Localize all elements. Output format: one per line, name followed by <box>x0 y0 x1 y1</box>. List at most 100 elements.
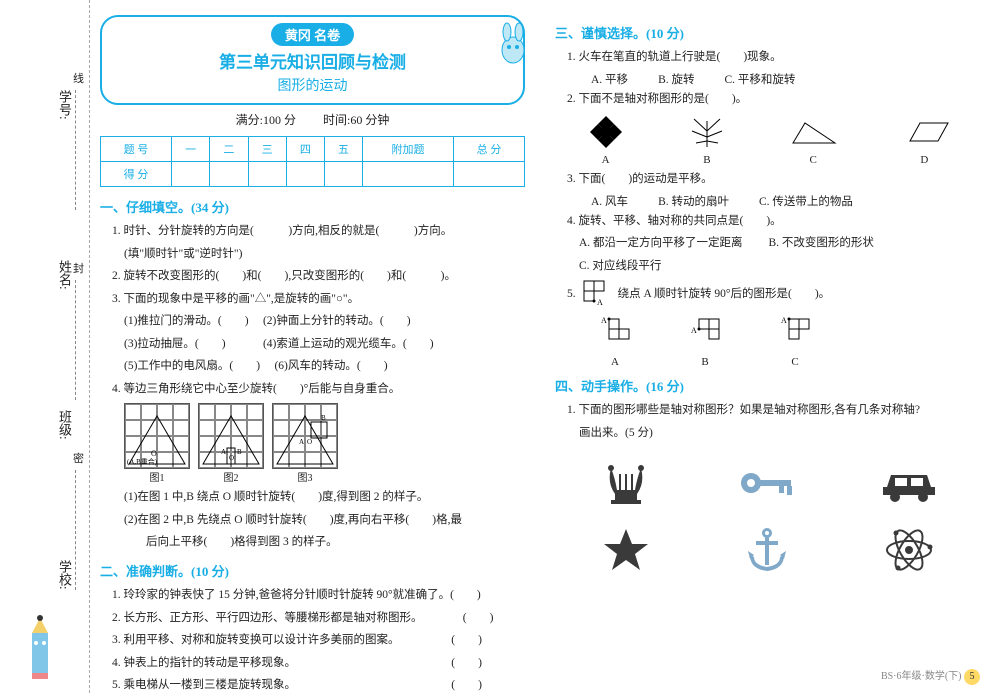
label-xuexiao: 学校: <box>55 560 74 590</box>
right-column: 三、谨慎选择。(10 分) 1. 火车在笔直的轨道上行驶是( )现象。 A. 平… <box>555 15 980 675</box>
s2-i1: 1. 玲玲家的钟表快了 15 分钟,爸爸将分针顺时针旋转 90°就准确了。( ) <box>112 586 525 606</box>
s3-q2-figs: A B C D <box>555 113 980 166</box>
title-card: 黄冈 名卷 第三单元知识回顾与检测 图形的运动 <box>100 15 525 105</box>
fig3-grid: AOB <box>272 403 338 469</box>
label-banji: 班级: <box>55 410 74 440</box>
th-2: 二 <box>210 137 248 162</box>
cut-xian: 线 <box>73 70 84 86</box>
th-4: 四 <box>286 137 324 162</box>
s3q3-c: C. 传送带上的物品 <box>759 193 853 209</box>
s3q4-c: C. 对应线段平行 <box>579 260 661 272</box>
left-column: 黄冈 名卷 第三单元知识回顾与检测 图形的运动 满分:100 分 时间:60 分… <box>100 15 525 675</box>
s3-q1: 1. 火车在笔直的轨道上行驶是( )现象。 <box>567 48 980 68</box>
section-3-heading: 三、谨慎选择。(10 分) <box>555 23 980 42</box>
lyre-icon <box>601 458 651 508</box>
s3q1-b: B. 旋转 <box>658 71 694 87</box>
s3q4-a: A. 都沿一定方向平移了一定距离 <box>579 237 743 249</box>
fig1-label: 图1 <box>124 469 190 484</box>
s2-i4: 4. 钟表上的指针的转动是平移现象。 ( ) <box>112 654 525 674</box>
score-table: 题 号 一 二 三 四 五 附加题 总 分 得 分 <box>100 136 525 187</box>
fig2-grid: AOB <box>198 403 264 469</box>
s3q2-lc: C <box>785 154 841 166</box>
cut-feng: 封 <box>73 260 84 276</box>
s1-q3-i5: (5)工作中的电风扇。( ) <box>124 360 260 372</box>
s1-q5c: 后向上平移( )格得到图 3 的样子。 <box>146 533 525 553</box>
q5-opt-a: A <box>595 313 635 353</box>
s3q1-c: C. 平移和旋转 <box>724 71 795 87</box>
s1-q3-i3: (3)拉动抽屉。( ) <box>124 338 226 350</box>
th-5: 五 <box>324 137 362 162</box>
s1-q3-i1: (1)推拉门的滑动。( ) <box>124 315 249 327</box>
s3q2-la: A <box>583 154 629 166</box>
svg-text:B: B <box>237 448 242 456</box>
q5-stem-shape: A <box>580 279 614 309</box>
meta-line: 满分:100 分 时间:60 分钟 <box>100 111 525 128</box>
unit-title: 第三单元知识回顾与检测 <box>112 48 513 73</box>
brand-pill: 黄冈 名卷 <box>271 23 354 46</box>
fig3-label: 图3 <box>272 469 338 484</box>
s3q4-b: B. 不改变图形的形状 <box>768 237 873 249</box>
key-icon <box>737 463 797 503</box>
svg-text:O: O <box>307 438 312 446</box>
s3-q3-opts: A. 风车 B. 转动的扇叶 C. 传送带上的物品 <box>591 193 980 209</box>
s4-q1b: 画出来。(5 分) <box>579 424 980 444</box>
diamond-icon <box>583 113 629 151</box>
th-num: 题 号 <box>101 137 172 162</box>
mascot-icon <box>493 22 533 67</box>
label-xingming: 姓名: <box>55 260 74 290</box>
th-extra: 附加题 <box>363 137 454 162</box>
svg-text:O: O <box>229 454 234 462</box>
s3-q4-opts: A. 都沿一定方向平移了一定距离 B. 不改变图形的形状 <box>579 234 980 254</box>
s3q3-a: A. 风车 <box>591 193 628 209</box>
icon-row-2 <box>555 522 980 577</box>
car-icon <box>881 461 937 505</box>
page-footer: BS·6年级·数学(下) 5 <box>881 667 980 685</box>
section-4-heading: 四、动手操作。(16 分) <box>555 376 980 395</box>
svg-text:A: A <box>601 316 607 325</box>
s1-q3-row2: (3)拉动抽屉。( ) (4)索道上运动的观光缆车。( ) <box>124 335 525 355</box>
label-xuehao: 学号: <box>55 90 74 120</box>
s1-q5b: (2)在图 2 中,B 先绕点 O 顺时针旋转( )度,再向右平移( )格,最 <box>124 511 525 531</box>
s1-q1: 1. 时针、分针旋转的方向是( )方向,相反的就是( )方向。 <box>112 222 525 242</box>
fig2-label: 图2 <box>198 469 264 484</box>
cut-mi: 密 <box>73 450 84 466</box>
s1-q3-row3: (5)工作中的电风扇。( ) (6)风车的转动。( ) <box>124 357 525 377</box>
s3-q4: 4. 旋转、平移、轴对称的共同点是( )。 <box>567 212 980 232</box>
svg-text:A: A <box>781 316 787 325</box>
svg-text:B: B <box>321 414 326 422</box>
th-3: 三 <box>248 137 286 162</box>
td-score: 得 分 <box>101 162 172 187</box>
icon-row-1 <box>555 455 980 510</box>
s3q2-lb: B <box>684 154 730 166</box>
s3-q5-opts: AA AB AC <box>595 313 980 368</box>
s3q1-a: A. 平移 <box>591 71 628 87</box>
triangle-icon <box>785 113 841 151</box>
s1-q3: 3. 下面的现象中是平移的画"△",是旋转的画"○"。 <box>112 290 525 310</box>
svg-text:A: A <box>691 326 697 335</box>
s1-q2: 2. 旋转不改变图形的( )和( ),只改变图形的( )和( )。 <box>112 267 525 287</box>
full-score: 满分:100 分 <box>236 113 296 127</box>
anchor-icon <box>744 525 790 575</box>
s3q5-lc: C <box>775 356 815 368</box>
svg-text:O: O <box>151 449 157 458</box>
s4-q1: 1. 下面的图形哪些是轴对称图形？如果是轴对称图形,各有几条对称轴? <box>567 401 980 421</box>
s1-figures: O(A,B重合) 图1 AOB 图2 <box>124 403 525 484</box>
s2-i3: 3. 利用平移、对称和旋转变换可以设计许多美丽的图案。 ( ) <box>112 631 525 651</box>
s1-q3-i6: (6)风车的转动。( ) <box>274 360 387 372</box>
star-icon <box>601 525 651 575</box>
s3-q1-opts: A. 平移 B. 旋转 C. 平移和旋转 <box>591 71 980 87</box>
s1-q3-row1: (1)推拉门的滑动。( ) (2)钟面上分针的转动。( ) <box>124 312 525 332</box>
s1-q3-i4: (4)索道上运动的观光缆车。( ) <box>263 338 434 350</box>
th-1: 一 <box>172 137 210 162</box>
section-2-heading: 二、准确判断。(10 分) <box>100 561 525 580</box>
s1-q1b: (填"顺时针"或"逆时针") <box>124 245 525 265</box>
q5-opt-b: A <box>685 313 725 353</box>
svg-text:A: A <box>597 298 603 307</box>
s1-q4: 4. 等边三角形绕它中心至少旋转( )°后能与自身重合。 <box>112 380 525 400</box>
s3q5-la: A <box>595 356 635 368</box>
binding-sidebar: 学号: 姓名: 班级: 学校: 线 封 密 <box>0 0 90 693</box>
s3q3-b: B. 转动的扇叶 <box>658 193 729 209</box>
svg-text:(A,B重合): (A,B重合) <box>127 457 158 466</box>
s3q2-ld: D <box>896 154 952 166</box>
s3-q3: 3. 下面( )的运动是平移。 <box>567 170 980 190</box>
